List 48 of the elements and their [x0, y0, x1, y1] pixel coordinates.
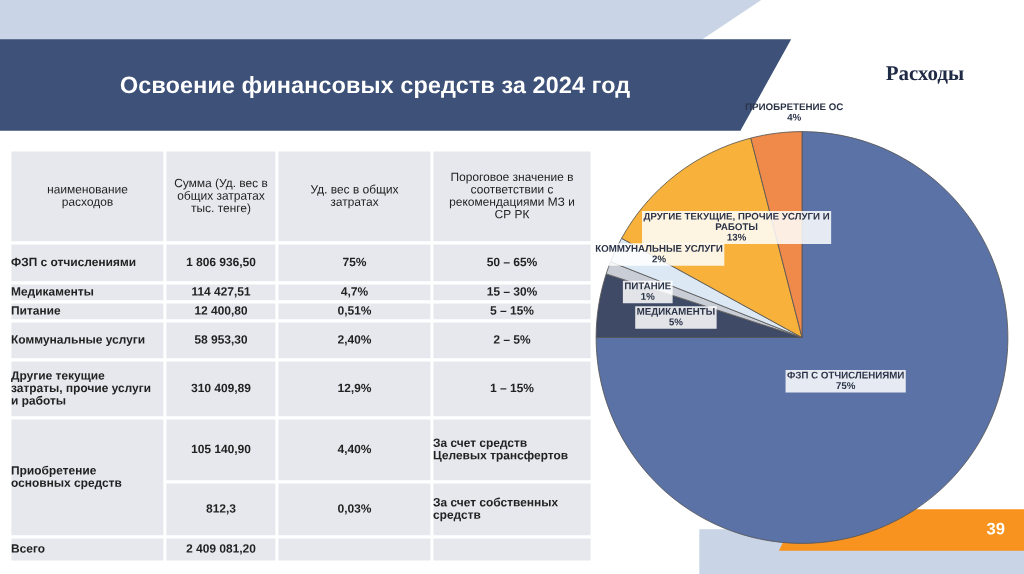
text: Всего — [11, 544, 45, 553]
text: 12,9% — [338, 383, 372, 394]
text: Медикаменты — [11, 287, 94, 298]
data-label: 1% — [641, 292, 655, 300]
text: 15 – 30% — [487, 287, 537, 296]
text: 812,3 — [206, 504, 236, 515]
text: За счет средств Целевых трансфертов — [433, 438, 568, 462]
text: 39 — [986, 522, 1005, 535]
text: 4,7% — [341, 287, 368, 298]
pie-slice — [595, 131, 1009, 544]
slice-label: ФЗП С ОТЧИСЛЕНИЯМИ — [787, 371, 904, 379]
slice-label: ПИТАНИЕ — [625, 282, 671, 290]
text: Другие текущие затраты, прочие услуги и работы — [11, 371, 151, 408]
text: Коммунальные услуги — [11, 335, 145, 347]
text: 12 400,80 — [195, 306, 248, 317]
text: Уд. вес в общих затратах — [310, 184, 399, 209]
text: Пороговое значение в соответствии с рекомендациями МЗ и СР РК — [449, 172, 575, 219]
text: 1 806 936,50 — [186, 257, 256, 268]
text: 5 – 15% — [490, 306, 534, 315]
text: 2 409 081,20 — [186, 544, 256, 555]
data-label: 2% — [652, 255, 666, 263]
text: 2 – 5% — [493, 335, 531, 344]
text: За счет собственных средств — [433, 497, 559, 522]
text: Питание — [11, 306, 61, 315]
text: Сумма (Уд. вес в общих затратах тыс. тенге) — [174, 178, 268, 215]
text: ФЗП с отчислениями — [11, 257, 136, 267]
text: 0,51% — [338, 306, 372, 317]
text: 114 427,51 — [192, 287, 251, 298]
text: 2,40% — [337, 335, 372, 346]
data-label: 13% — [727, 233, 747, 241]
text: 105 140,90 — [191, 444, 251, 455]
text: 0,03% — [338, 504, 372, 515]
text: Освоение финансовых средств за 2024 год — [120, 76, 630, 99]
text: 50 – 65% — [487, 257, 537, 267]
text: 1 – 15% — [490, 383, 534, 393]
text: 310 409,89 — [191, 383, 251, 394]
chart-title: Расходы — [886, 66, 964, 84]
data-label: 5% — [669, 318, 683, 326]
data-label: 4% — [787, 113, 801, 121]
slice-label: КОММУНАЛЬНЫЕ УСЛУГИ — [595, 244, 723, 252]
slice-label: ДРУГИЕ ТЕКУЩИЕ, ПРОЧИЕ УСЛУГИ И РАБОТЫ — [643, 212, 830, 231]
text: наименование расходов — [47, 186, 128, 209]
text: 58 953,30 — [194, 335, 248, 346]
text: 4,40% — [337, 444, 372, 455]
data-label: 75% — [836, 382, 856, 390]
text: Приобретение основных средств — [11, 465, 122, 490]
slice-label: МЕДИКАМЕНТЫ — [637, 308, 715, 317]
text: 75% — [343, 257, 367, 267]
